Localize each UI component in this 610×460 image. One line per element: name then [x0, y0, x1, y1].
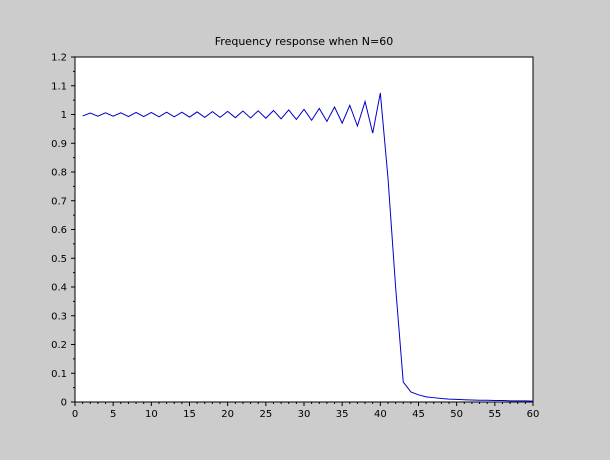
series-layer: [82, 92, 534, 402]
y-axis: 0 0.1 0.2 0.3 0.4 0.5 0.6 0.7 0.8 0.9 1 1.1 1.2: [51, 53, 75, 409]
x-tick-label: 10: [145, 409, 158, 420]
data-point: [227, 111, 228, 112]
data-point: [525, 400, 526, 401]
data-point: [220, 117, 221, 118]
x-tick-label: 20: [221, 409, 234, 420]
data-point: [311, 120, 312, 121]
y-tick-label: 0.8: [51, 168, 67, 179]
data-point: [403, 381, 404, 382]
data-point: [387, 177, 388, 178]
data-point: [143, 116, 144, 117]
data-point: [510, 400, 511, 401]
data-point: [441, 398, 442, 399]
data-point: [273, 110, 274, 111]
y-tick-label: 0.2: [51, 340, 67, 351]
data-point: [113, 116, 114, 117]
data-point: [181, 112, 182, 113]
data-point: [82, 115, 83, 116]
data-point: [304, 109, 305, 110]
y-tick-label: 1: [61, 110, 67, 121]
data-point: [151, 112, 152, 113]
data-point: [365, 101, 366, 102]
data-point: [235, 117, 236, 118]
x-tick-label: 45: [412, 409, 425, 420]
y-tick-label: 0.9: [51, 139, 67, 150]
data-point: [90, 113, 91, 114]
data-point: [158, 116, 159, 117]
data-point: [418, 394, 419, 395]
x-tick-label: 40: [374, 409, 387, 420]
data-point: [502, 400, 503, 401]
y-tick-label: 1.1: [51, 81, 67, 92]
data-point: [258, 110, 259, 111]
data-point: [426, 396, 427, 397]
data-point: [487, 400, 488, 401]
data-point: [410, 391, 411, 392]
data-point: [372, 133, 373, 134]
x-tick-label: 30: [298, 409, 311, 420]
data-point: [449, 399, 450, 400]
data-point: [479, 400, 480, 401]
data-point: [105, 112, 106, 113]
x-tick-label: 55: [488, 409, 501, 420]
data-point: [494, 400, 495, 401]
data-point: [174, 116, 175, 117]
data-point: [296, 119, 297, 120]
data-point: [197, 111, 198, 112]
data-point: [456, 399, 457, 400]
data-point: [265, 118, 266, 119]
x-tick-label: 25: [259, 409, 272, 420]
data-point: [288, 109, 289, 110]
x-tick-label: 60: [527, 409, 540, 420]
data-point: [242, 111, 243, 112]
data-point: [395, 287, 396, 288]
x-tick-label: 50: [450, 409, 463, 420]
chart-title: Frequency response when N=60: [215, 35, 393, 48]
data-point: [357, 126, 358, 127]
y-tick-label: 0.7: [51, 196, 67, 207]
y-tick-label: 0.4: [51, 283, 67, 294]
data-point: [464, 399, 465, 400]
y-tick-label: 0: [61, 398, 67, 409]
data-point: [517, 400, 518, 401]
data-point: [433, 397, 434, 398]
data-point: [120, 112, 121, 113]
x-tick-label: 15: [183, 409, 196, 420]
x-tick-label: 5: [110, 409, 116, 420]
data-point: [380, 92, 381, 93]
y-tick-label: 0.3: [51, 311, 67, 322]
data-point: [334, 107, 335, 108]
y-tick-label: 1.2: [51, 53, 67, 64]
data-point: [319, 108, 320, 109]
data-point: [189, 117, 190, 118]
data-point: [128, 116, 129, 117]
data-point: [326, 121, 327, 122]
plot-area: [74, 56, 534, 403]
x-axis: 0 5 10 15 20 25 30 35 40 45 50 55 60: [72, 402, 540, 420]
data-point: [250, 117, 251, 118]
data-point: [136, 112, 137, 113]
data-point: [212, 111, 213, 112]
x-tick-label: 0: [72, 409, 78, 420]
x-tick-label: 35: [336, 409, 349, 420]
y-tick-label: 0.1: [51, 369, 67, 380]
data-point: [204, 117, 205, 118]
data-point: [166, 112, 167, 113]
data-point: [281, 118, 282, 119]
series-line: [82, 92, 534, 402]
data-point: [342, 123, 343, 124]
data-point: [349, 105, 350, 106]
y-tick-label: 0.5: [51, 254, 67, 265]
y-tick-label: 0.6: [51, 225, 67, 236]
data-point: [471, 399, 472, 400]
data-point: [97, 116, 98, 117]
data-point: [533, 401, 534, 402]
